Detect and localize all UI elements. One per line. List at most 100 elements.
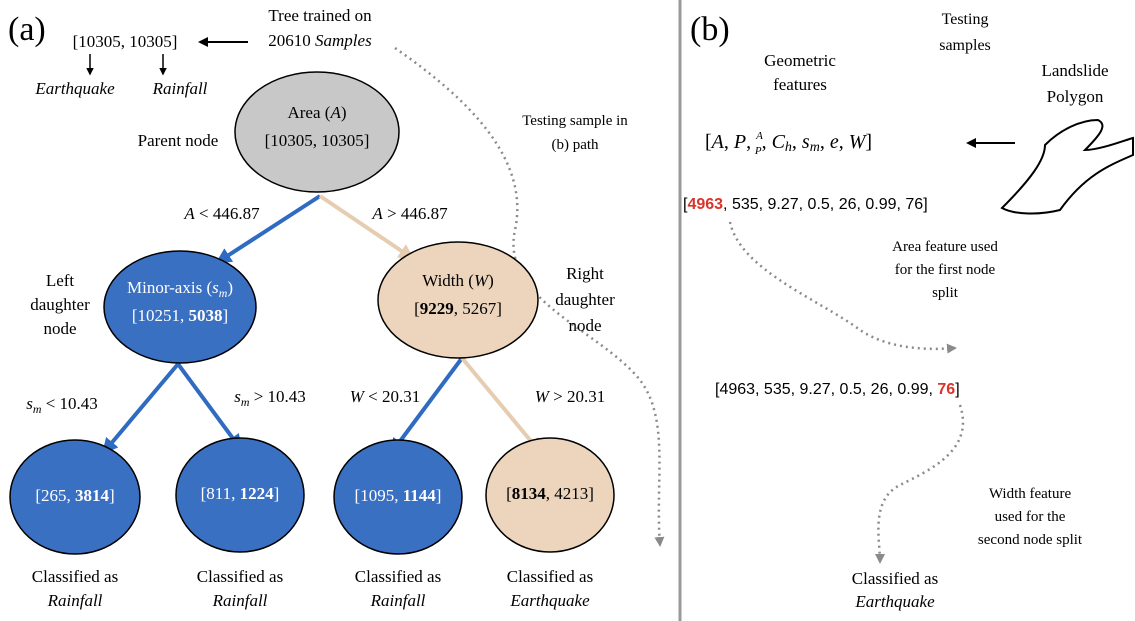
heading: samples <box>939 37 991 54</box>
result: Earthquake <box>854 592 935 611</box>
text-segment: P <box>733 131 746 153</box>
leaf-caption: Earthquake <box>509 591 590 610</box>
text-segment: [265, <box>35 486 75 505</box>
text-segment: Tree trained on <box>268 6 372 25</box>
leaf-caption: Classified as <box>355 567 441 586</box>
node-caption: daughter <box>30 295 90 314</box>
node-caption: Parent node <box>138 131 219 150</box>
text-segment: [811, <box>201 484 240 503</box>
text-segment: Samples <box>315 31 372 50</box>
text-segment: [10305, 10305] <box>265 131 370 150</box>
node-title: Minor-axis (sm) <box>127 278 233 300</box>
text-segment: 1144 <box>403 486 437 505</box>
text-segment: Polygon <box>1047 87 1104 106</box>
note: Area feature used <box>892 239 998 255</box>
text-segment: , <box>839 131 849 153</box>
text-segment: Left <box>46 271 75 290</box>
test-path <box>878 405 963 562</box>
leaf-caption: Rainfall <box>212 591 268 610</box>
edge-label: sm < 10.43 <box>26 394 98 416</box>
text-segment: Testing sample in <box>522 113 628 129</box>
text-segment: samples <box>939 37 991 54</box>
text-segment: ] <box>955 381 959 398</box>
text-segment: daughter <box>30 295 90 314</box>
edge-label: A < 446.87 <box>183 204 260 223</box>
leaf-caption: Classified as <box>507 567 593 586</box>
note: used for the <box>995 509 1066 525</box>
text-segment: ) <box>227 278 233 297</box>
text-segment: for the first node <box>895 262 996 278</box>
node-caption: node <box>43 319 76 338</box>
text-segment: 20610 <box>268 31 315 50</box>
split-vector: [4963, 535, 9.27, 0.5, 26, 0.99, 76] <box>715 381 960 398</box>
training-note: 20610 Samples <box>268 31 372 50</box>
edge-label: A > 446.87 <box>371 204 448 223</box>
heading: features <box>773 75 827 94</box>
text-segment: Classified as <box>355 567 441 586</box>
text-segment: Landslide <box>1041 61 1108 80</box>
text-segment: Classified as <box>507 567 593 586</box>
text-segment: node <box>43 319 76 338</box>
text-segment: Area feature used <box>892 239 998 255</box>
leaf-caption: Classified as <box>197 567 283 586</box>
edge-label: W < 20.31 <box>350 387 421 406</box>
text-segment: Geometric <box>764 51 836 70</box>
text-segment: features <box>773 75 827 94</box>
text-segment: < 20.31 <box>364 387 420 406</box>
sample-vector: [4963, 535, 9.27, 0.5, 26, 0.99, 76] <box>683 196 928 213</box>
text-segment: e <box>830 131 839 153</box>
heading: Geometric <box>764 51 836 70</box>
text-segment: node <box>568 316 601 335</box>
text-segment: Rainfall <box>212 591 268 610</box>
text-segment: , <box>724 131 734 153</box>
text-segment: Testing <box>942 11 989 28</box>
test-path-note: (b) path <box>551 137 599 153</box>
text-segment: daughter <box>555 290 615 309</box>
text-segment: , 5267] <box>454 299 502 318</box>
text-segment: > 20.31 <box>549 387 605 406</box>
text-segment: A <box>183 204 195 223</box>
leaf-caption: Rainfall <box>370 591 426 610</box>
node-title: Width (W) <box>422 271 494 290</box>
note: for the first node <box>895 262 996 278</box>
text-segment: , <box>820 131 830 153</box>
text-segment: [4963, 535, 9.27, 0.5, 26, 0.99, <box>715 381 937 398</box>
text-segment: 8134 <box>512 484 547 503</box>
edge <box>104 364 178 452</box>
node-title: Area (A) <box>287 103 346 122</box>
node-caption: daughter <box>555 290 615 309</box>
leaf-counts: [811, 1224] <box>201 484 280 503</box>
leaf-counts: [8134, 4213] <box>506 484 594 503</box>
text-segment: Rainfall <box>47 591 103 610</box>
leaf-counts: [1095, 1144] <box>355 486 442 505</box>
text-segment: split <box>932 285 959 301</box>
figure: (a)[10305, 10305]EarthquakeRainfallTree … <box>0 0 1135 621</box>
text-segment: Area ( <box>287 103 330 122</box>
leaf-caption: Rainfall <box>47 591 103 610</box>
result: Classified as <box>852 569 938 588</box>
text-segment: > 446.87 <box>383 204 448 223</box>
text-segment: , <box>792 131 802 153</box>
text-segment: Width ( <box>422 271 474 290</box>
text-segment: [10251, <box>132 306 189 325</box>
class-name: Rainfall <box>152 79 208 98</box>
edge <box>462 358 540 452</box>
text-segment: Earthquake <box>854 592 935 611</box>
class-name: Earthquake <box>34 79 115 98</box>
text-segment: 9229 <box>420 299 454 318</box>
text-segment: , 4213] <box>546 484 594 503</box>
node-counts: [10251, 5038] <box>132 306 228 325</box>
leaf-counts: [265, 3814] <box>35 486 114 505</box>
panel-label: (b) <box>690 11 730 48</box>
text-segment: ) <box>488 271 494 290</box>
text-segment: second node split <box>978 532 1083 548</box>
text-segment: ] <box>436 486 442 505</box>
node-caption: Left <box>46 271 75 290</box>
root-counts: [10305, 10305] <box>73 32 178 51</box>
text-segment: A <box>710 131 725 153</box>
text-segment: , <box>762 131 772 153</box>
text-segment: Rainfall <box>370 591 426 610</box>
text-segment: [10305, 10305] <box>73 32 178 51</box>
training-note: Tree trained on <box>268 6 372 25</box>
